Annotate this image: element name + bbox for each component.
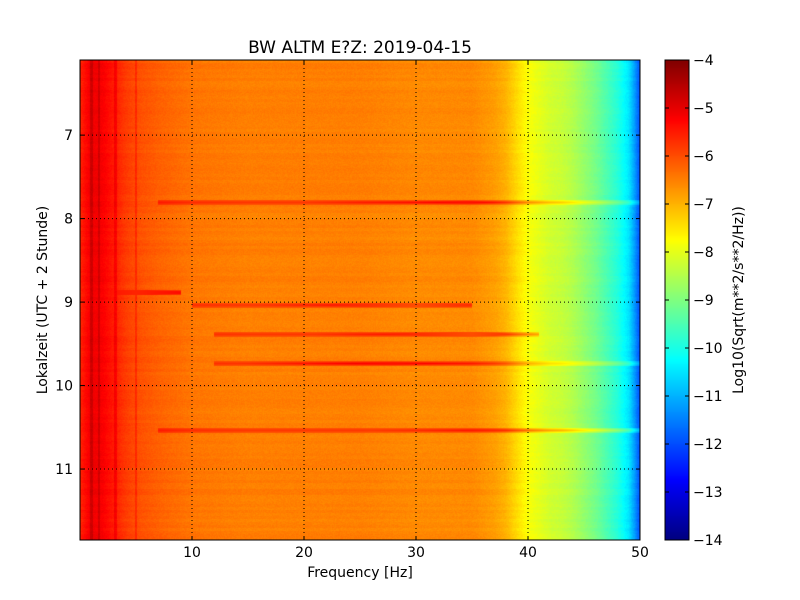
- x-tick-label: 10: [183, 545, 201, 561]
- colorbar-tick-label: −9: [693, 293, 714, 309]
- x-tick-label: 30: [407, 545, 425, 561]
- colorbar-tick-label: −14: [693, 533, 723, 549]
- x-tick-label: 20: [295, 545, 313, 561]
- colorbar-ticks: −4 −5 −6 −7 −8 −9 −10 −11 −12 −13 −14: [665, 53, 723, 549]
- colorbar-tick-label: −10: [693, 341, 723, 357]
- spectrogram-plot-area: [80, 60, 640, 540]
- plot-frame: [79, 59, 641, 541]
- y-tick-label: 7: [64, 128, 73, 144]
- colorbar-tick-label: −5: [693, 101, 714, 117]
- colorbar-label: Log10(Sqrt(m**2/s**2/Hz)): [731, 206, 747, 394]
- x-tick-label: 40: [519, 545, 537, 561]
- grid-lines: [80, 60, 640, 540]
- x-axis: 10 20 30 40 50: [183, 60, 649, 561]
- y-axis-label: Lokalzeit (UTC + 2 Stunde): [35, 206, 51, 395]
- spectrogram-heatmap: [80, 60, 640, 540]
- x-axis-label: Frequency [Hz]: [307, 565, 413, 581]
- colorbar-tick-label: −7: [693, 197, 714, 213]
- x-tick-label: 50: [631, 545, 649, 561]
- y-tick-label: 8: [64, 212, 73, 228]
- colorbar-tick-label: −4: [693, 53, 714, 69]
- y-tick-label: 11: [55, 462, 73, 478]
- y-tick-label: 10: [55, 379, 73, 395]
- y-tick-label: 9: [64, 295, 73, 311]
- colorbar-tick-label: −6: [693, 149, 714, 165]
- colorbar: −4 −5 −6 −7 −8 −9 −10 −11 −12 −13 −14: [664, 53, 723, 549]
- colorbar-tick-label: −8: [693, 245, 714, 261]
- colorbar-tick-label: −11: [693, 389, 723, 405]
- colorbar-tick-label: −13: [693, 485, 723, 501]
- chart-title: BW ALTM E?Z: 2019-04-15: [248, 38, 472, 58]
- y-axis: 7 8 9 10 11: [55, 128, 640, 478]
- colorbar-tick-label: −12: [693, 437, 723, 453]
